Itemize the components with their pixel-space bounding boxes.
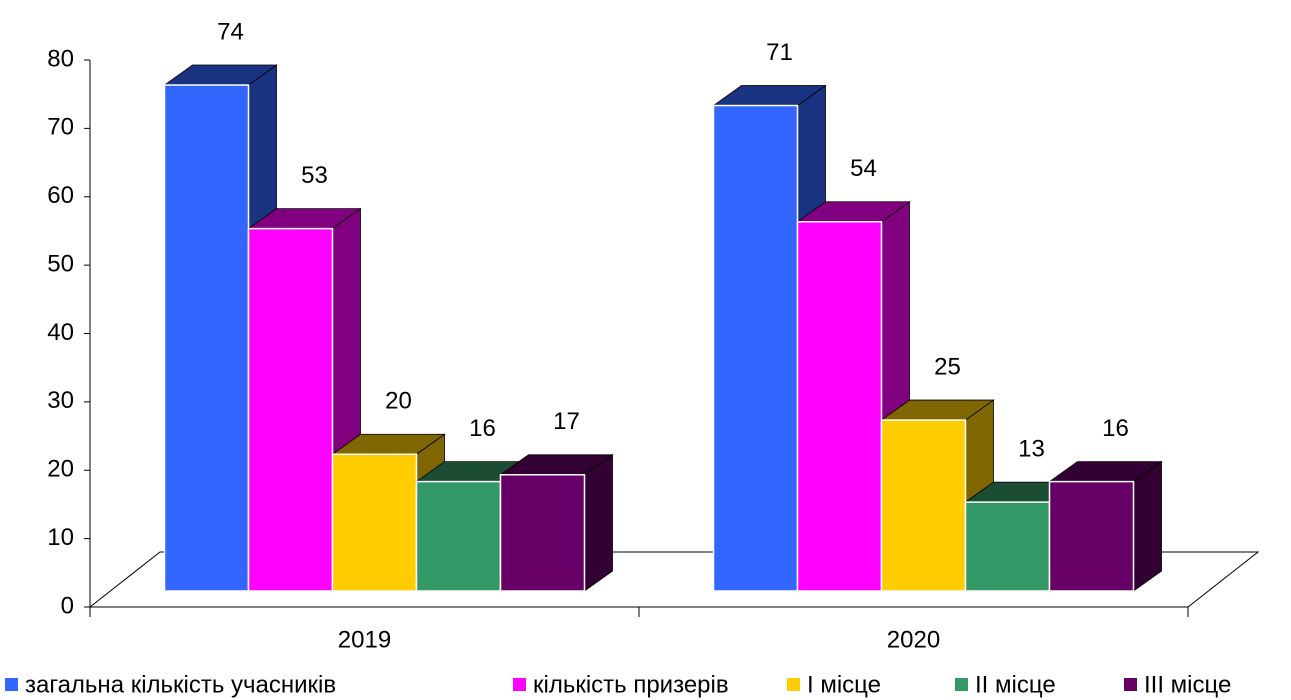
bar bbox=[880, 419, 967, 592]
data-label: 13 bbox=[1018, 435, 1045, 462]
bar bbox=[247, 227, 334, 592]
legend-swatch bbox=[955, 678, 968, 691]
bar-side bbox=[584, 453, 613, 592]
data-label: 16 bbox=[469, 415, 496, 442]
legend-swatch bbox=[5, 678, 18, 691]
y-tick-label: 70 bbox=[47, 114, 74, 141]
bar bbox=[163, 84, 250, 592]
data-label: 54 bbox=[850, 155, 877, 182]
legend-swatch bbox=[1124, 678, 1137, 691]
bar bbox=[1048, 480, 1135, 592]
data-label: 71 bbox=[766, 39, 793, 66]
legend-label: І місце bbox=[807, 671, 881, 698]
legend-label: кількість призерів bbox=[533, 671, 729, 698]
y-tick-label: 0 bbox=[61, 592, 74, 619]
data-label: 16 bbox=[1102, 415, 1129, 442]
data-label: 53 bbox=[301, 162, 328, 189]
legend-label: загальна кількість учасників bbox=[25, 671, 336, 698]
y-tick-label: 40 bbox=[47, 319, 74, 346]
y-tick-label: 50 bbox=[47, 250, 74, 277]
legend-swatch bbox=[787, 678, 800, 691]
data-label: 74 bbox=[217, 18, 244, 45]
bar-side bbox=[1133, 460, 1162, 592]
y-tick-label: 80 bbox=[47, 45, 74, 72]
bar bbox=[331, 453, 418, 592]
bar bbox=[964, 501, 1051, 592]
data-label: 20 bbox=[385, 388, 412, 415]
y-tick-label: 10 bbox=[47, 524, 74, 551]
bar bbox=[499, 474, 586, 592]
x-tick-label: 2019 bbox=[338, 626, 391, 653]
legend-swatch bbox=[513, 678, 526, 691]
data-label: 25 bbox=[934, 353, 961, 380]
y-tick-label: 30 bbox=[47, 387, 74, 414]
bar bbox=[415, 480, 502, 592]
legend-label: ІІІ місце bbox=[1144, 671, 1231, 698]
x-tick-label: 2020 bbox=[887, 626, 940, 653]
bar bbox=[712, 104, 799, 592]
legend-label: ІІ місце bbox=[975, 671, 1056, 698]
y-tick-label: 20 bbox=[47, 456, 74, 483]
bar bbox=[796, 221, 883, 592]
data-label: 17 bbox=[553, 408, 580, 435]
y-tick-label: 60 bbox=[47, 182, 74, 209]
